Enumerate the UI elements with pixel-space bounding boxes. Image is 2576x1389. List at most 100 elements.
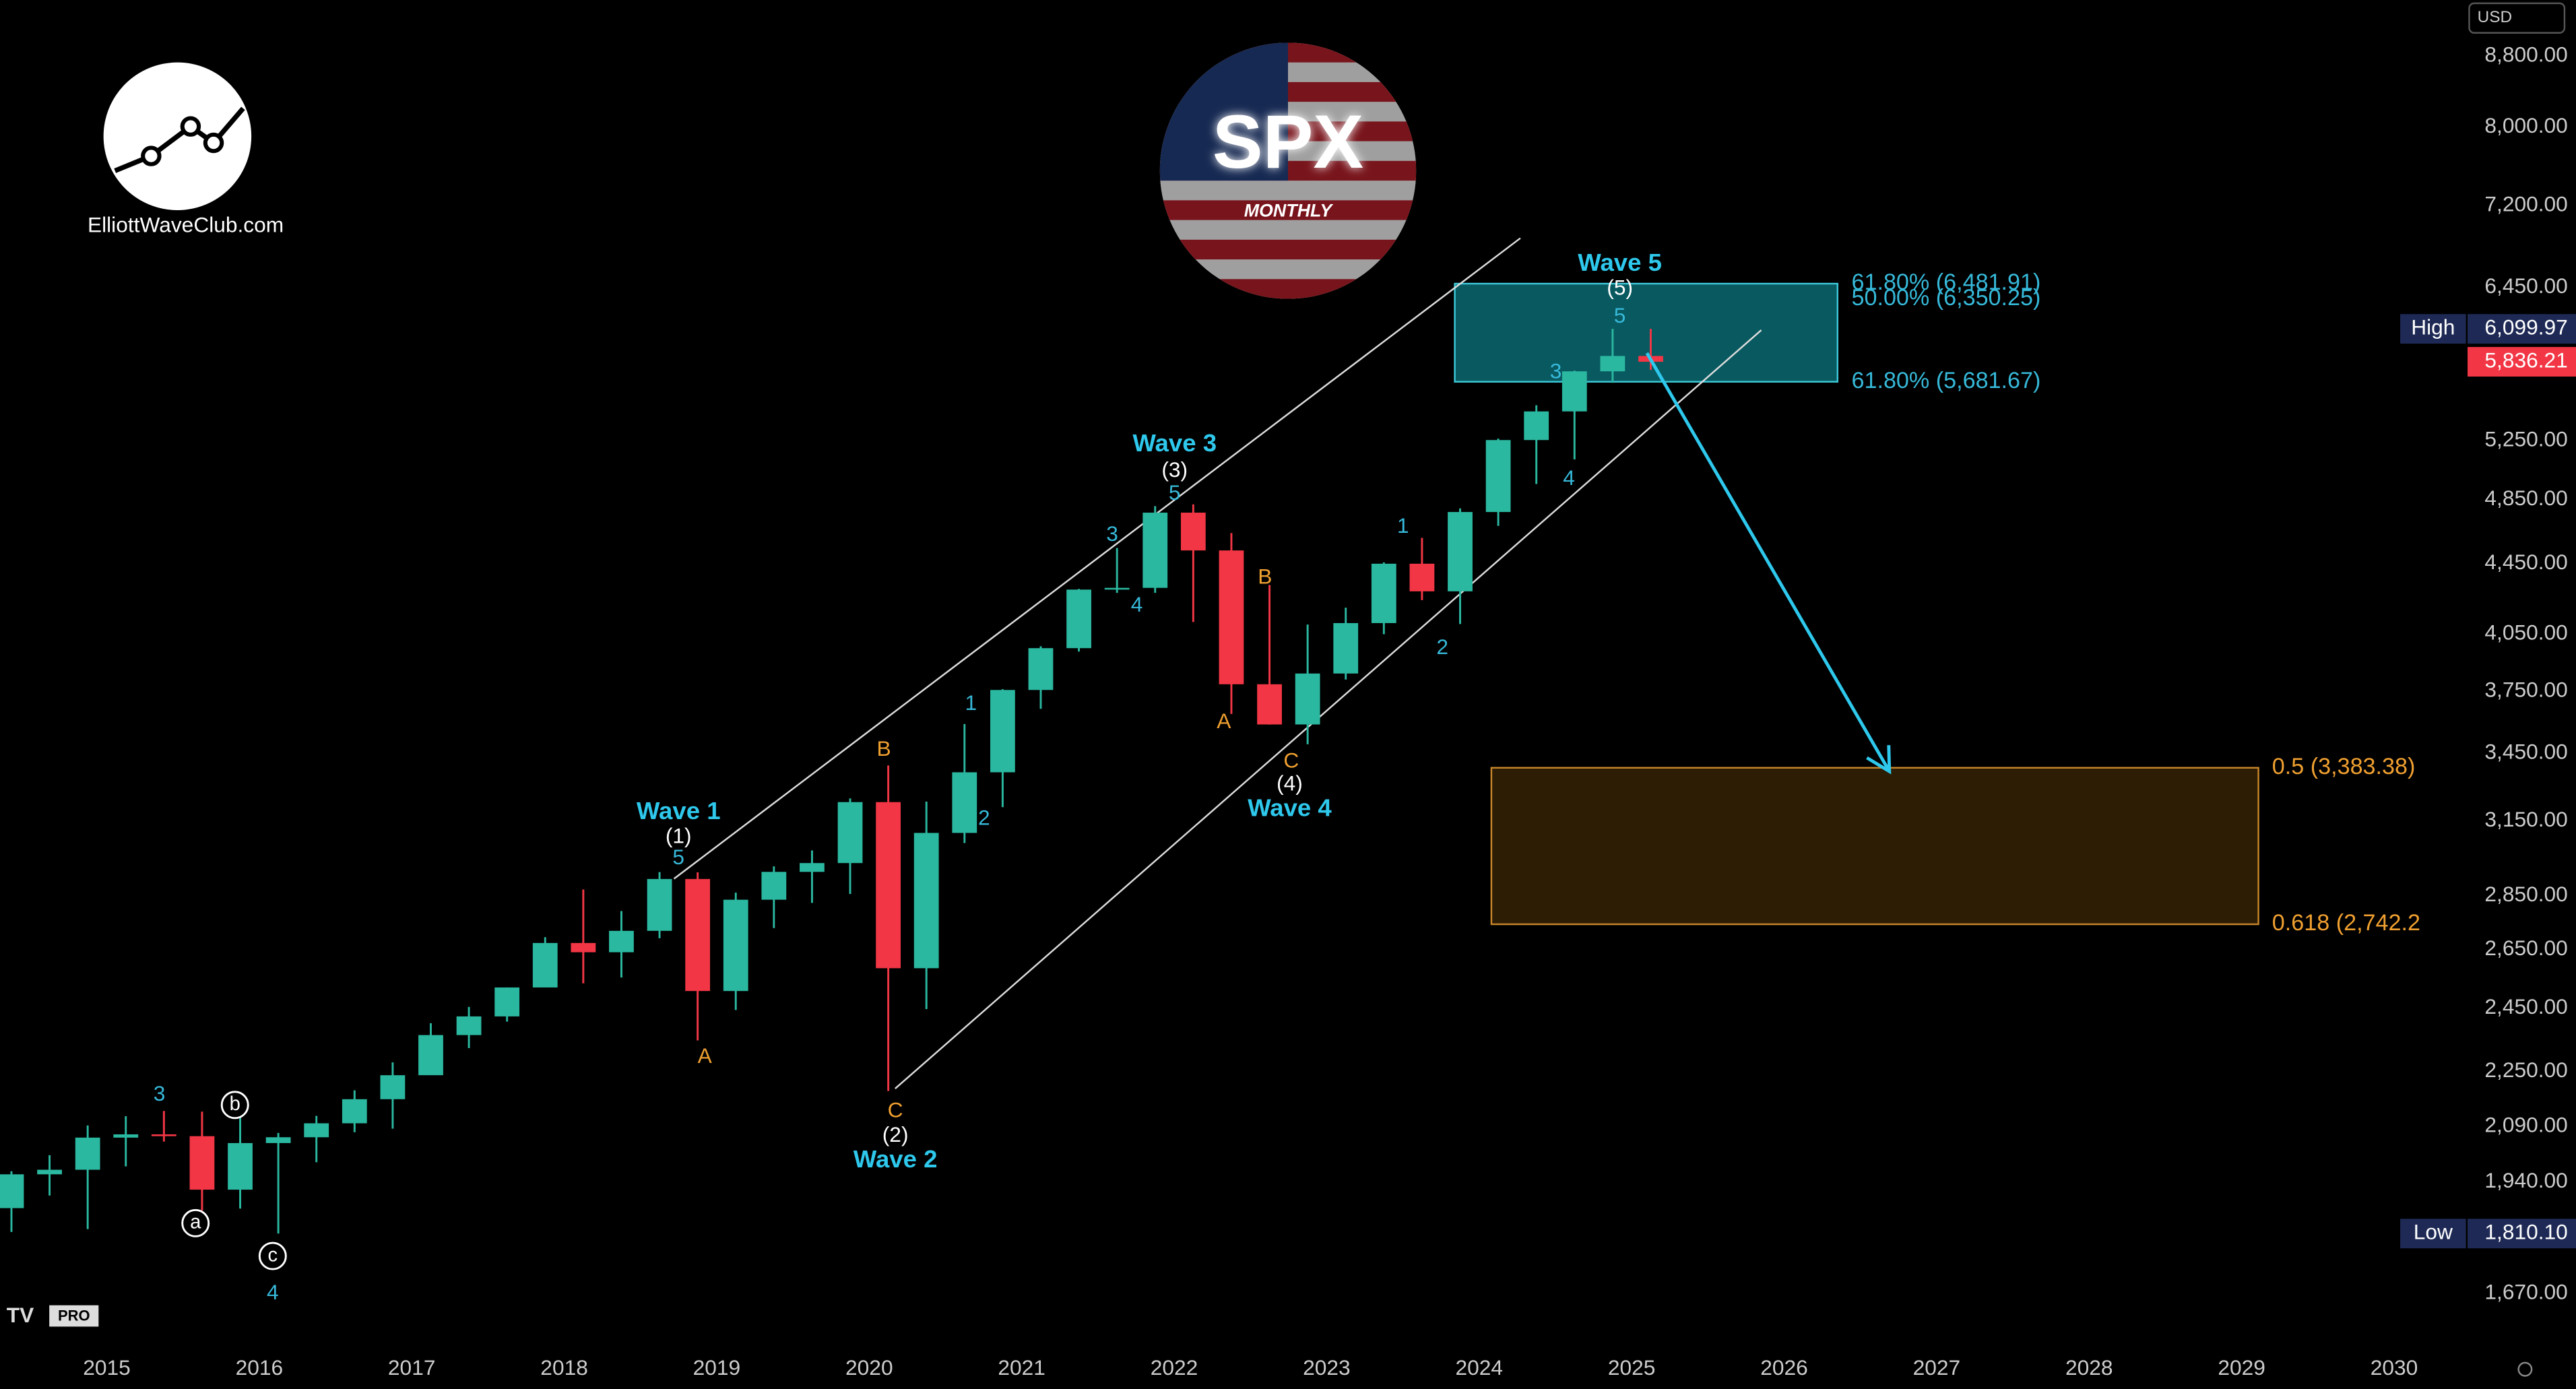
candle-body (571, 942, 596, 952)
candle-body (952, 772, 977, 833)
axes: USD 1,670.00 1,940.00 2,090.00 2,250.00 2,45… (83, 2, 2576, 1380)
x-tick-label: 2027 (1913, 1355, 1961, 1380)
x-tick-label: 2030 (2371, 1355, 2418, 1380)
candle-body (837, 802, 863, 864)
price-marker-value: 1,810.10 (2484, 1220, 2567, 1244)
y-tick-label: 8,000.00 (2484, 113, 2567, 137)
candle-body (113, 1134, 139, 1138)
candle-body (456, 1016, 482, 1035)
y-tick-label: 2,450.00 (2484, 994, 2567, 1019)
candle-body (0, 1174, 24, 1208)
y-tick-label: 7,200.00 (2484, 191, 2567, 216)
badge-title: SPX (1213, 99, 1363, 184)
badge: SPX MONTHLY (1159, 42, 1417, 299)
currency: USD (2478, 8, 2512, 26)
candle-body (1104, 587, 1130, 590)
annotation: C (1283, 748, 1299, 772)
settings-icon[interactable] (2517, 1361, 2533, 1377)
y-tick-label: 4,450.00 (2484, 550, 2567, 574)
logo-dot (180, 116, 201, 137)
tv-mark: TV (7, 1303, 34, 1327)
logo-dot (203, 132, 224, 154)
candle-body (1561, 371, 1587, 412)
annotation: (5) (1607, 275, 1633, 299)
candle-body (1600, 356, 1625, 372)
logo: ElliottWaveClub.com (88, 62, 284, 237)
annotation: c (268, 1244, 278, 1266)
annotation: Wave 3 (1132, 429, 1217, 457)
arrow-head (1866, 745, 1892, 775)
price-marker-label: High (2411, 315, 2455, 340)
y-tick-label: 2,650.00 (2484, 936, 2567, 960)
annotation: Wave 5 (1578, 249, 1662, 276)
annotation: B (876, 736, 891, 761)
candle-body (151, 1134, 176, 1136)
candle-body (1295, 673, 1320, 725)
annotation: Wave 2 (854, 1145, 938, 1173)
y-tick-label: 4,050.00 (2484, 620, 2567, 644)
candle-body (532, 942, 558, 988)
x-tick-label: 2028 (2065, 1355, 2113, 1380)
candle-body (609, 930, 634, 952)
candle-body (876, 802, 901, 969)
x-tick-label: 2021 (998, 1355, 1045, 1380)
annotation: (1) (666, 823, 692, 847)
candle-body (1371, 563, 1396, 623)
annotation-circle (220, 1091, 249, 1120)
annotation: 4 (1563, 465, 1575, 490)
fib-level-label: 61.80% (5,681.67) (1852, 368, 2041, 393)
y-tick-label: 8,800.00 (2484, 42, 2567, 66)
y-tick-label: 5,250.00 (2484, 426, 2567, 451)
y-tick-label: 3,150.00 (2484, 807, 2567, 831)
x-tick-label: 2023 (1303, 1355, 1351, 1380)
annotation: C (888, 1097, 903, 1122)
price-marker-label: Low (2414, 1220, 2453, 1244)
price-marker-box (2468, 314, 2576, 344)
annotation: 3 (1550, 359, 1562, 383)
y-tick-label: 2,250.00 (2484, 1058, 2567, 1082)
annotation: (4) (1277, 771, 1303, 795)
x-tick-label: 2022 (1151, 1355, 1198, 1380)
annotation: (3) (1161, 457, 1188, 482)
annotation: 1 (965, 690, 977, 715)
badge-subtitle: MONTHLY (1244, 201, 1334, 221)
candle-body (189, 1136, 215, 1190)
y-tick-label: 6,450.00 (2484, 273, 2567, 298)
candle-body (761, 872, 787, 900)
price-marker-value: 5,836.21 (2484, 348, 2567, 372)
tv-pro: PRO (58, 1307, 90, 1324)
fib-zone (1490, 767, 2259, 926)
candle-body (1257, 684, 1282, 725)
price-marker-box (2468, 1219, 2576, 1249)
x-tick-label: 2026 (1760, 1355, 1808, 1380)
logo-dot (141, 146, 162, 166)
y-tick-label: 2,850.00 (2484, 882, 2567, 906)
x-tick-label: 2017 (388, 1355, 436, 1380)
y-tick-label: 3,750.00 (2484, 677, 2567, 701)
price-marker-box (2468, 347, 2576, 377)
candle-body (990, 690, 1015, 773)
candle-body (1028, 648, 1054, 690)
x-tick-label: 2029 (2218, 1355, 2265, 1380)
fib-level-label: 50.00% (6,350.25) (1852, 285, 2041, 311)
annotation: 3 (154, 1081, 166, 1105)
fib-zone (1454, 282, 1838, 383)
fib-level-label: 0.5 (3,383.38) (2272, 754, 2416, 779)
annotation: 4 (267, 1280, 279, 1304)
annotation: 2 (978, 806, 990, 830)
channel-line (894, 329, 1762, 1090)
fib-level-label: 61.80% (6,481.91) (1852, 269, 2041, 295)
candle-body (37, 1169, 62, 1175)
x-tick-label: 2018 (540, 1355, 588, 1380)
price-marker-value: 6,099.97 (2484, 315, 2567, 340)
annotation-circle (181, 1208, 210, 1237)
annotation: a (190, 1212, 201, 1233)
x-tick-label: 2015 (83, 1355, 131, 1380)
candle-body (1333, 622, 1359, 674)
price-marker-label-box (2400, 1219, 2466, 1249)
x-tick-label: 2020 (845, 1355, 893, 1380)
y-tick-label: 1,940.00 (2484, 1168, 2567, 1192)
annotation: 5 (1169, 480, 1181, 505)
annotation-circle (258, 1241, 287, 1270)
